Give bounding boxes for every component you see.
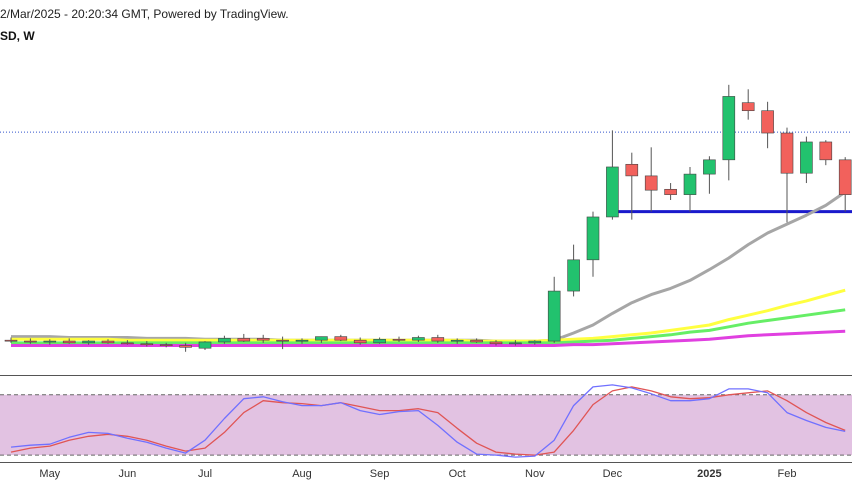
x-tick-label: Aug (292, 468, 312, 480)
candle-body (392, 338, 406, 341)
stochastic-line (10, 386, 846, 456)
candle-body (703, 159, 716, 175)
candle-body (334, 336, 348, 341)
candle-body (4, 339, 18, 342)
moving-average (11, 329, 846, 347)
candle-body (489, 341, 503, 345)
candle-body (431, 337, 445, 342)
candle-body (567, 259, 580, 292)
candle-body (547, 290, 561, 342)
candle-body (43, 340, 57, 343)
candle-body (121, 342, 134, 345)
moving-average (11, 288, 846, 343)
x-tick-label: Oct (449, 468, 466, 480)
stochastic-panel (0, 384, 852, 458)
candle-body (237, 338, 251, 342)
moving-average (11, 308, 846, 345)
candle-body (24, 340, 37, 343)
candle-body (528, 340, 542, 344)
x-tick-label: Dec (603, 468, 623, 480)
candle-body (295, 339, 309, 342)
candle-body (800, 141, 813, 174)
x-tick-label: Feb (778, 468, 797, 480)
candle-body (644, 175, 658, 191)
candle-body (198, 341, 212, 349)
stochastic-line (10, 384, 846, 458)
candle-body (412, 337, 425, 341)
x-axis: May Jun Jul Aug Sep Oct Nov Dec 2025 Feb (39, 468, 796, 480)
chart-title: 2/Mar/2025 - 20:20:34 GMT, Powered by Tr… (0, 7, 289, 21)
candle-body (256, 338, 270, 341)
candle-body (741, 102, 755, 112)
candle-body (683, 173, 697, 195)
candle-body (509, 342, 522, 345)
candle-body (159, 344, 173, 346)
x-tick-label: Jun (119, 468, 137, 480)
candle-body (82, 340, 95, 344)
price-panel (0, 84, 852, 352)
candle-body (838, 159, 852, 195)
x-tick-label: Jul (198, 468, 212, 480)
candle-body (373, 338, 386, 344)
candle-body (761, 110, 774, 134)
stochastic-band (0, 394, 852, 456)
candle-body (606, 166, 619, 218)
candle-body (625, 163, 639, 177)
candle-body (101, 340, 115, 344)
candle-body (450, 339, 464, 342)
candle-body (315, 336, 328, 341)
x-tick-label: May (39, 468, 60, 480)
candle-body (353, 339, 367, 344)
x-tick-label: Nov (525, 468, 545, 480)
candle-body (276, 339, 289, 342)
candle-body (179, 345, 192, 348)
candle-body (586, 216, 600, 261)
chart-subtitle: SD, W (0, 29, 35, 43)
x-tick-label: Sep (370, 468, 390, 480)
candle-body (470, 339, 483, 343)
candle-body (664, 188, 677, 195)
candle-body (722, 96, 736, 161)
candle-body (140, 343, 154, 346)
candle-body (819, 141, 833, 161)
candle-body (62, 340, 76, 344)
candle-body (780, 132, 794, 174)
candle-body (218, 338, 231, 343)
x-tick-label: 2025 (697, 468, 721, 480)
